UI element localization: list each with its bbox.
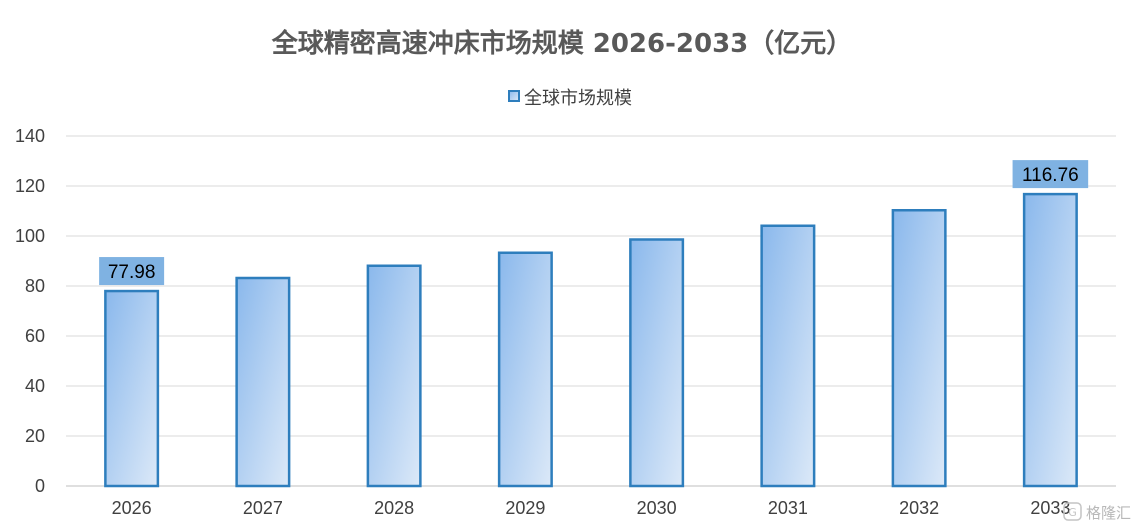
data-label: 116.76: [1012, 160, 1089, 189]
x-tick-label: 2032: [899, 498, 939, 518]
y-tick-label: 40: [25, 376, 45, 396]
gridlines: [66, 135, 1116, 487]
data-label-text: 116.76: [1022, 165, 1079, 186]
x-tick-label: 2031: [768, 498, 808, 518]
y-tick-label: 120: [15, 176, 45, 196]
x-tick-label: 2027: [243, 498, 283, 518]
y-tick-label: 20: [25, 426, 45, 446]
bar-2028: [366, 264, 422, 488]
chart-title: 全球精密高速冲床市场规模 2026-2033（亿元）: [271, 28, 853, 59]
bar-2031: [760, 224, 816, 488]
x-tick-label: 2030: [637, 498, 677, 518]
y-tick-label: 80: [25, 276, 45, 296]
bar-2029: [497, 251, 553, 488]
watermark: G 格隆汇: [1063, 502, 1131, 522]
x-tick-label: 2026: [112, 498, 152, 518]
legend: 全球市场规模: [508, 88, 632, 109]
legend-swatch: [508, 90, 520, 102]
bar-2027: [235, 276, 291, 488]
data-label-box: [1012, 160, 1089, 189]
y-tick-label: 0: [35, 476, 45, 496]
y-tick-label: 100: [15, 226, 45, 246]
svg-text:G: G: [1068, 506, 1077, 519]
bar-2030: [629, 238, 685, 488]
bar-2026: [104, 289, 160, 488]
y-tick-label: 60: [25, 326, 45, 346]
bars: [104, 192, 1078, 488]
x-tick-label: 2028: [374, 498, 414, 518]
y-tick-label: 140: [15, 126, 45, 146]
x-tick-label: 2033: [1030, 498, 1070, 518]
data-label-text: 77.98: [108, 262, 156, 283]
data-label-box: [99, 257, 165, 286]
data-labels: 77.98 116.76: [99, 160, 1089, 286]
bar-2033: [1022, 192, 1078, 488]
watermark-text: 格隆汇: [1086, 504, 1131, 522]
x-axis-ticks: 2026 2027 2028 2029 2030 2031 2032 2033: [112, 498, 1071, 518]
bar-2032: [891, 209, 947, 488]
x-tick-label: 2029: [505, 498, 545, 518]
data-label: 77.98: [99, 257, 165, 286]
y-axis-ticks: 0 20 40 60 80 100 120 140: [15, 126, 45, 496]
gelonghui-logo-icon: G: [1063, 502, 1082, 521]
legend-entry-label: 全球市场规模: [524, 88, 632, 109]
